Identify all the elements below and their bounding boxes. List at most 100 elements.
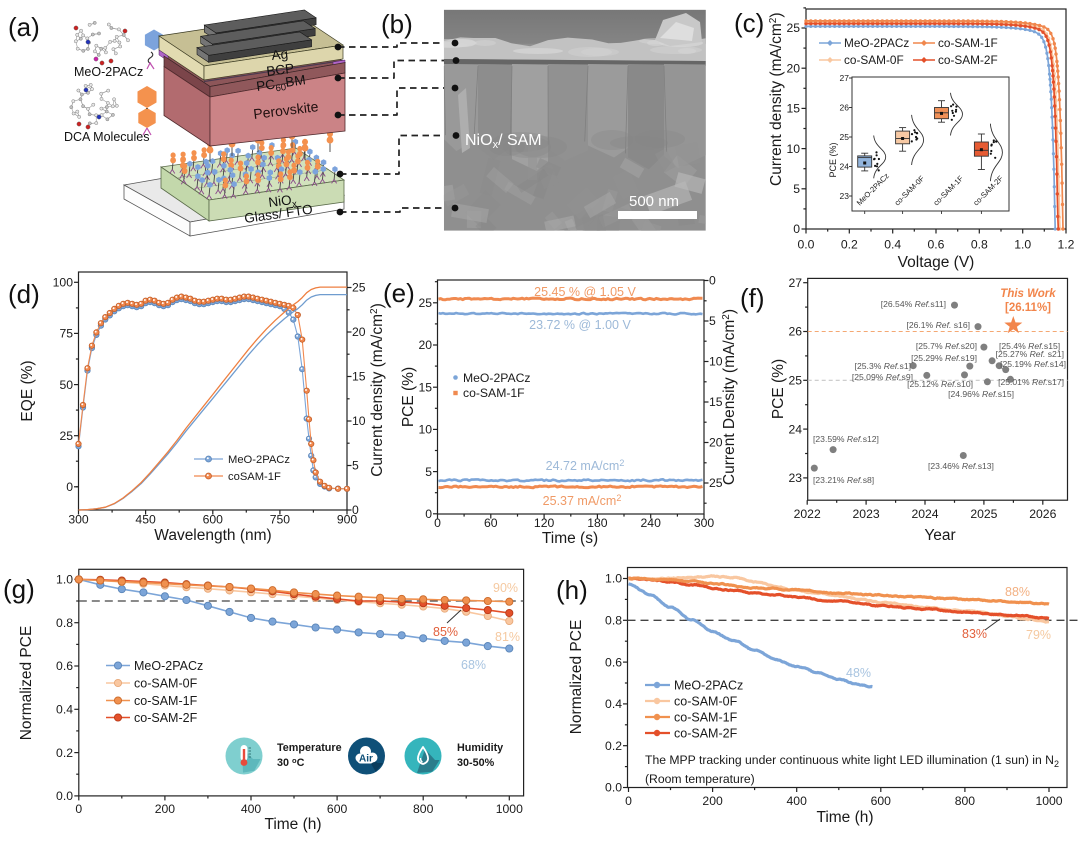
svg-text:PCE (%): PCE (%)	[770, 359, 787, 419]
svg-text:[25.29% Ref.s19]: [25.29% Ref.s19]	[911, 353, 977, 363]
svg-text:0.8: 0.8	[971, 238, 988, 252]
svg-text:MeO-2PACz: MeO-2PACz	[844, 36, 909, 50]
svg-text:15: 15	[418, 380, 432, 394]
svg-text:800: 800	[413, 802, 434, 816]
svg-text:2023: 2023	[853, 507, 880, 521]
svg-text:co-SAM-2F: co-SAM-2F	[938, 53, 998, 67]
svg-text:0: 0	[709, 274, 716, 288]
svg-text:0: 0	[66, 480, 73, 494]
svg-text:This Work: This Work	[1000, 288, 1056, 300]
svg-text:[26.1% Ref. s16]: [26.1% Ref. s16]	[906, 320, 970, 330]
svg-text:Voltage (V): Voltage (V)	[898, 254, 975, 271]
svg-text:79%: 79%	[1026, 628, 1051, 642]
svg-text:75: 75	[59, 327, 73, 341]
svg-text:0: 0	[793, 222, 800, 236]
svg-text:co-SAM-1F: co-SAM-1F	[674, 710, 738, 724]
svg-text:(a): (a)	[8, 12, 40, 42]
svg-text:0: 0	[625, 794, 632, 808]
svg-text:25: 25	[840, 132, 850, 142]
svg-text:[25.7% Ref.s20]: [25.7% Ref.s20]	[916, 341, 977, 351]
svg-text:25.37 mA/cm2: 25.37 mA/cm2	[543, 493, 622, 508]
svg-text:[25.3% Ref.s1]: [25.3% Ref.s1]	[855, 361, 911, 371]
svg-text:23: 23	[788, 471, 802, 485]
svg-text:0: 0	[75, 802, 82, 816]
svg-text:68%: 68%	[461, 658, 486, 672]
svg-text:30-50%: 30-50%	[457, 757, 495, 769]
svg-text:2026: 2026	[1029, 507, 1056, 521]
svg-text:0.0: 0.0	[605, 781, 622, 795]
svg-text:0.6: 0.6	[605, 655, 622, 669]
svg-text:1000: 1000	[1035, 794, 1062, 808]
svg-text:0.4: 0.4	[605, 697, 622, 711]
svg-text:co-SAM-0F: co-SAM-0F	[844, 53, 904, 67]
svg-text:The MPP tracking under continu: The MPP tracking under continuous white …	[645, 753, 1059, 769]
svg-text:88%: 88%	[1005, 585, 1030, 599]
svg-text:90%: 90%	[493, 581, 518, 595]
svg-text:0.6: 0.6	[56, 659, 73, 673]
svg-text:1000: 1000	[496, 802, 523, 816]
svg-text:60: 60	[484, 516, 498, 530]
svg-text:2022: 2022	[794, 507, 821, 521]
svg-text:1.0: 1.0	[1014, 238, 1031, 252]
svg-text:[25.01% Ref.s17]: [25.01% Ref.s17]	[998, 377, 1064, 387]
svg-text:10: 10	[418, 423, 432, 437]
svg-text:100: 100	[53, 276, 74, 290]
svg-text:85%: 85%	[433, 625, 458, 639]
svg-text:48%: 48%	[846, 666, 871, 680]
svg-text:co-SAM-1F: co-SAM-1F	[938, 36, 998, 50]
svg-text:co-SAM-0F: co-SAM-0F	[134, 677, 198, 691]
svg-text:25: 25	[59, 429, 73, 443]
svg-text:81%: 81%	[495, 630, 520, 644]
svg-text:20: 20	[352, 325, 366, 339]
svg-text:300: 300	[68, 513, 89, 527]
svg-text:50: 50	[59, 378, 73, 392]
svg-text:27: 27	[840, 73, 850, 83]
svg-text:PCE (%): PCE (%)	[400, 367, 417, 427]
svg-text:[26.54% Ref.s11]: [26.54% Ref.s11]	[881, 299, 946, 309]
svg-text:26: 26	[840, 103, 850, 113]
svg-text:MeO-2PACz: MeO-2PACz	[134, 659, 203, 673]
svg-text:20: 20	[786, 61, 800, 75]
svg-text:15: 15	[352, 370, 366, 384]
svg-text:5: 5	[425, 465, 432, 479]
svg-text:20: 20	[418, 338, 432, 352]
svg-text:(e): (e)	[383, 278, 415, 308]
svg-text:1.0: 1.0	[605, 572, 622, 586]
svg-text:Normalized PCE: Normalized PCE	[568, 620, 585, 735]
svg-text:0.6: 0.6	[928, 238, 945, 252]
svg-text:co-SAM-2F: co-SAM-2F	[134, 711, 198, 725]
svg-text:10: 10	[786, 142, 800, 156]
svg-text:MeO-2PACz: MeO-2PACz	[463, 371, 531, 385]
svg-text:co-SAM-1F: co-SAM-1F	[134, 694, 198, 708]
svg-text:Current density (mA/cm2): Current density (mA/cm2)	[369, 303, 386, 477]
svg-text:0: 0	[352, 503, 359, 517]
svg-text:0.2: 0.2	[56, 746, 73, 760]
svg-text:co-SAM-0F: co-SAM-0F	[674, 694, 738, 708]
svg-text:Temperature: Temperature	[277, 742, 342, 754]
svg-text:[23.46% Ref.s13]: [23.46% Ref.s13]	[928, 461, 994, 471]
svg-text:2025: 2025	[970, 507, 997, 521]
svg-text:400: 400	[241, 802, 262, 816]
svg-text:EQE (%): EQE (%)	[19, 360, 36, 421]
svg-text:[24.96% Ref.s15]: [24.96% Ref.s15]	[948, 389, 1014, 399]
svg-text:800: 800	[955, 794, 976, 808]
svg-text:(c): (c)	[734, 8, 764, 38]
svg-text:(f): (f)	[740, 283, 765, 313]
svg-text:750: 750	[270, 513, 291, 527]
svg-text:0.2: 0.2	[605, 739, 622, 753]
svg-text:600: 600	[327, 802, 348, 816]
svg-text:120: 120	[534, 516, 555, 530]
svg-text:83%: 83%	[962, 627, 987, 641]
svg-text:[25.27% Ref. s21]: [25.27% Ref. s21]	[996, 349, 1064, 359]
svg-text:MeO-2PACz: MeO-2PACz	[228, 454, 290, 466]
svg-text:0.4: 0.4	[884, 238, 901, 252]
svg-text:25: 25	[788, 374, 802, 388]
svg-text:5: 5	[709, 314, 716, 328]
svg-text:2024: 2024	[911, 507, 938, 521]
svg-text:Humidity: Humidity	[457, 742, 503, 754]
svg-text:[25.19% Ref.s14]: [25.19% Ref.s14]	[1000, 359, 1066, 369]
svg-text:co-SAM-2F: co-SAM-2F	[674, 726, 738, 740]
svg-text:Time (s): Time (s)	[542, 530, 598, 547]
svg-text:PCE (%): PCE (%)	[828, 142, 838, 177]
svg-text:24: 24	[788, 422, 802, 436]
